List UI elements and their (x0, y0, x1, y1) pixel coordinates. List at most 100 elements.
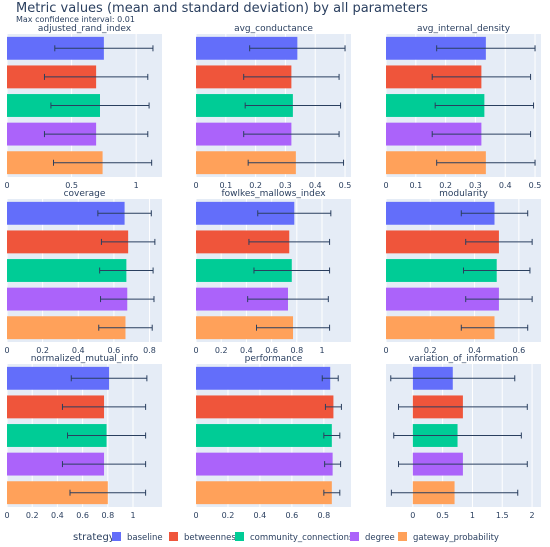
legend-item-community-connections[interactable]: community_connections (235, 532, 353, 543)
legend-label: gateway_probability (413, 533, 499, 543)
x-tick-label: 0.3 (469, 181, 482, 190)
x-tick-label: 0.5 (436, 511, 449, 520)
x-tick-label: 0.8 (143, 346, 156, 355)
x-tick-label: 0.4 (72, 346, 85, 355)
subplot-fowlkes-mallows-index: 0 0.2 0.4 0.6 0.8 1 fowlkes_mallows_index (193, 189, 351, 355)
legend-swatch (398, 532, 407, 541)
x-tick-label: 0 (193, 346, 198, 355)
bar-baseline (7, 366, 110, 390)
subplot-avg-conductance: 0 0.1 0.2 0.3 0.4 0.5 avg_conductance (193, 24, 351, 190)
bar-baseline (7, 201, 125, 225)
x-tick-label: 0.3 (279, 181, 292, 190)
bar-baseline (196, 201, 295, 225)
x-tick-label: 1 (134, 181, 139, 190)
x-tick-label: 0.8 (290, 346, 303, 355)
legend-swatch (169, 532, 178, 541)
x-tick-label: 0 (193, 181, 198, 190)
legend-swatch (112, 532, 121, 541)
subplot-variation-of-information: 0 0.5 1 1.5 2 variation_of_information (386, 354, 541, 520)
x-tick-label: 0.2 (26, 511, 39, 520)
x-tick-label: 0.4 (309, 181, 322, 190)
legend-label: betweenness (184, 533, 241, 543)
x-tick-label: 0.8 (101, 511, 114, 520)
legend-item-gateway-probability[interactable]: gateway_probability (398, 532, 499, 543)
subplot-normalized-mutual-info: 0 0.2 0.4 0.6 0.8 1 normalized_mutual_info (4, 354, 162, 520)
bar-degree (196, 287, 288, 311)
subplot-title: avg_conductance (234, 24, 313, 34)
legend-item-baseline[interactable]: baseline (112, 532, 163, 543)
x-tick-label: 0.2 (36, 346, 49, 355)
subplot-avg-internal-density: 0 0.1 0.2 0.3 0.4 0.5 avg_internal_density (383, 24, 541, 190)
figure-subtitle: Max confidence interval: 0.01 (16, 15, 135, 24)
bar-gateway-probability (196, 481, 332, 505)
x-tick-label: 0.2 (249, 181, 262, 190)
x-tick-label: 0.1 (219, 181, 232, 190)
bar-betweenness (196, 395, 334, 419)
x-tick-label: 1 (470, 511, 475, 520)
x-tick-label: 1.5 (496, 511, 509, 520)
x-tick-label: 0.4 (499, 181, 512, 190)
x-tick-label: 0.6 (265, 346, 278, 355)
bar-betweenness (196, 230, 290, 254)
bar-gateway-probability (386, 316, 495, 340)
x-tick-label: 2 (530, 511, 535, 520)
x-tick-label: 0 (383, 181, 388, 190)
bar-gateway-probability (196, 151, 296, 175)
subplot-performance: 0 0.2 0.4 0.6 0.8 performance (193, 354, 351, 520)
legend-item-betweenness[interactable]: betweenness (169, 532, 240, 543)
bar-community-connections (386, 259, 497, 282)
x-tick-label: 0.1 (409, 181, 422, 190)
bar-gateway-probability (7, 316, 126, 340)
x-tick-label: 0 (193, 511, 198, 520)
legend-swatch (350, 532, 359, 541)
legend: strategy baseline betweenness community_… (0, 527, 550, 547)
subplot-adjusted-rand-index: 0 0.5 1 adjusted_rand_index (4, 24, 162, 190)
x-tick-label: 0.4 (254, 511, 267, 520)
bar-baseline (386, 36, 486, 60)
bar-degree (7, 287, 128, 311)
x-tick-label: 0.5 (339, 181, 352, 190)
bar-baseline (386, 201, 495, 225)
x-tick-label: 0 (383, 346, 388, 355)
legend-label: baseline (127, 533, 163, 543)
x-tick-label: 0.8 (317, 511, 330, 520)
bar-betweenness (7, 395, 105, 419)
x-tick-label: 0.6 (286, 511, 299, 520)
legend-label: community_connections (250, 533, 354, 543)
x-tick-label: 0.2 (222, 511, 235, 520)
x-tick-label: 0.6 (76, 511, 89, 520)
legend-label: degree (365, 533, 395, 543)
x-tick-label: 0 (4, 181, 9, 190)
subplot-title: normalized_mutual_info (31, 354, 139, 364)
x-tick-label: 0 (4, 346, 9, 355)
subplot-title: coverage (64, 189, 106, 199)
subplot-title: variation_of_information (409, 354, 518, 364)
bar-baseline (196, 36, 298, 60)
x-tick-label: 0 (4, 511, 9, 520)
bar-betweenness (7, 230, 129, 254)
bar-community-connections (196, 94, 293, 117)
x-tick-label: 0 (410, 511, 415, 520)
figure-title: Metric values (mean and standard deviati… (16, 1, 428, 16)
x-tick-label: 0.5 (529, 181, 542, 190)
x-tick-label: 0.4 (468, 346, 481, 355)
legend-title: strategy (73, 532, 115, 543)
x-tick-label: 0.4 (240, 346, 253, 355)
x-tick-label: 0.2 (424, 346, 437, 355)
bar-gateway-probability (196, 316, 294, 340)
subplot-title: adjusted_rand_index (38, 24, 132, 34)
x-tick-label: 0.5 (65, 181, 78, 190)
bar-community-connections (196, 259, 292, 282)
bar-degree (196, 452, 333, 476)
bar-community-connections (196, 424, 332, 447)
x-tick-label: 0.6 (108, 346, 121, 355)
bar-betweenness (386, 230, 499, 254)
legend-item-degree[interactable]: degree (350, 532, 395, 543)
bar-community-connections (7, 259, 127, 282)
legend-swatch (235, 532, 244, 541)
subplot-title: fowlkes_mallows_index (221, 189, 326, 199)
x-tick-label: 0.6 (512, 346, 525, 355)
x-tick-label: 0.4 (51, 511, 64, 520)
bar-community-connections (7, 424, 107, 447)
